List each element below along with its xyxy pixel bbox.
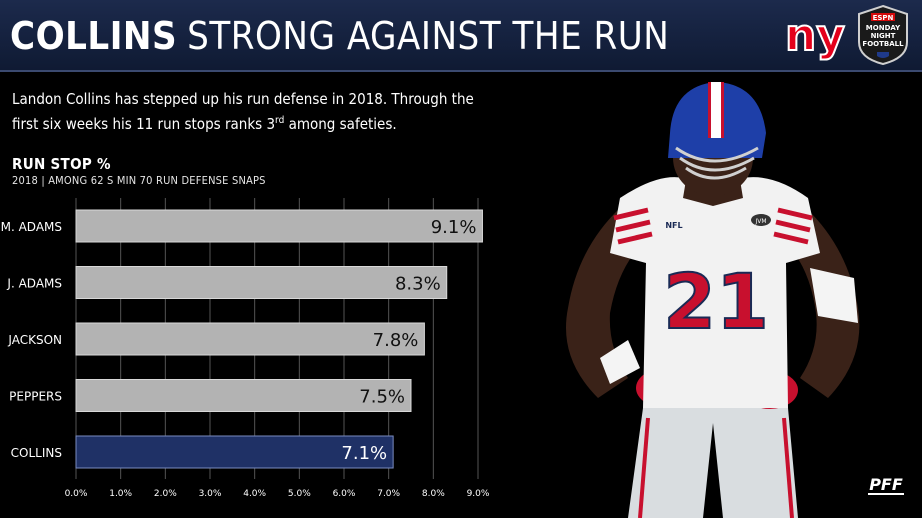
player-photo: 21 NFL JVM — [566, 82, 860, 518]
category-label: J. ADAMS — [6, 277, 62, 291]
x-tick-label: 1.0% — [109, 489, 132, 499]
category-label: COLLINS — [11, 446, 62, 460]
x-tick-label: 8.0% — [422, 489, 445, 499]
chart-subtitle: 2018 | AMONG 62 S MIN 70 RUN DEFENSE SNA… — [12, 174, 266, 187]
data-label: 7.1% — [341, 443, 387, 464]
jersey-badge: NFL — [665, 221, 682, 230]
description-text: Landon Collins has stepped up his run de… — [12, 88, 492, 135]
team-logo-text: ny — [785, 10, 845, 61]
pff-logo-text: PFF — [869, 475, 903, 494]
category-label: M. ADAMS — [1, 220, 62, 234]
bar — [75, 379, 412, 412]
jersey-number: 21 — [663, 257, 769, 346]
data-label: 8.3% — [395, 274, 441, 295]
data-label: 7.5% — [359, 387, 405, 408]
jersey-patch: JVM — [754, 218, 766, 225]
giants-logo-icon: ny — [784, 9, 846, 62]
description-main: Landon Collins has stepped up his run de… — [12, 90, 474, 133]
bar — [75, 435, 394, 469]
title-player-name: COLLINS — [10, 14, 178, 58]
description-superscript: rd — [275, 115, 285, 126]
run-stop-bar-chart: 0.0% 1.0% 2.0% 3.0% 4.0% 5.0% 6.0% 7.0% 8.0% 9.0%… — [1, 198, 490, 499]
pff-logo-icon: PFF — [868, 475, 904, 495]
x-tick-label: 4.0% — [243, 489, 266, 499]
mnf-logo-line-3: NIGHT — [871, 32, 896, 40]
x-tick-label: 6.0% — [333, 489, 356, 499]
category-label: JACKSON — [7, 333, 62, 347]
header-bar: COLLINS STRONG AGAINST THE RUN ny ESPN MO… — [0, 0, 922, 72]
title-headline: STRONG AGAINST THE RUN — [187, 14, 670, 58]
description-end: among safeties. — [284, 115, 397, 133]
x-tick-label: 0.0% — [65, 489, 88, 499]
chart-title: RUN STOP % — [12, 155, 111, 173]
data-label: 9.1% — [431, 217, 477, 238]
x-tick-label: 7.0% — [377, 489, 400, 499]
bar — [75, 209, 483, 243]
monday-night-football-logo-icon: ESPN MONDAY NIGHT FOOTBALL — [858, 4, 908, 66]
data-label: 7.8% — [373, 330, 419, 351]
mnf-logo-line-4: FOOTBALL — [862, 40, 904, 48]
mnf-logo-line-1: ESPN — [873, 14, 894, 22]
mnf-logo-line-2: MONDAY — [866, 24, 901, 32]
bar — [75, 322, 425, 356]
x-tick-label: 5.0% — [288, 489, 311, 499]
category-label: PEPPERS — [9, 390, 62, 404]
x-tick-label: 2.0% — [154, 489, 177, 499]
page-title: COLLINS STRONG AGAINST THE RUN — [10, 14, 669, 58]
x-tick-label: 9.0% — [467, 489, 490, 499]
bar — [75, 266, 448, 299]
x-tick-label: 3.0% — [199, 489, 222, 499]
